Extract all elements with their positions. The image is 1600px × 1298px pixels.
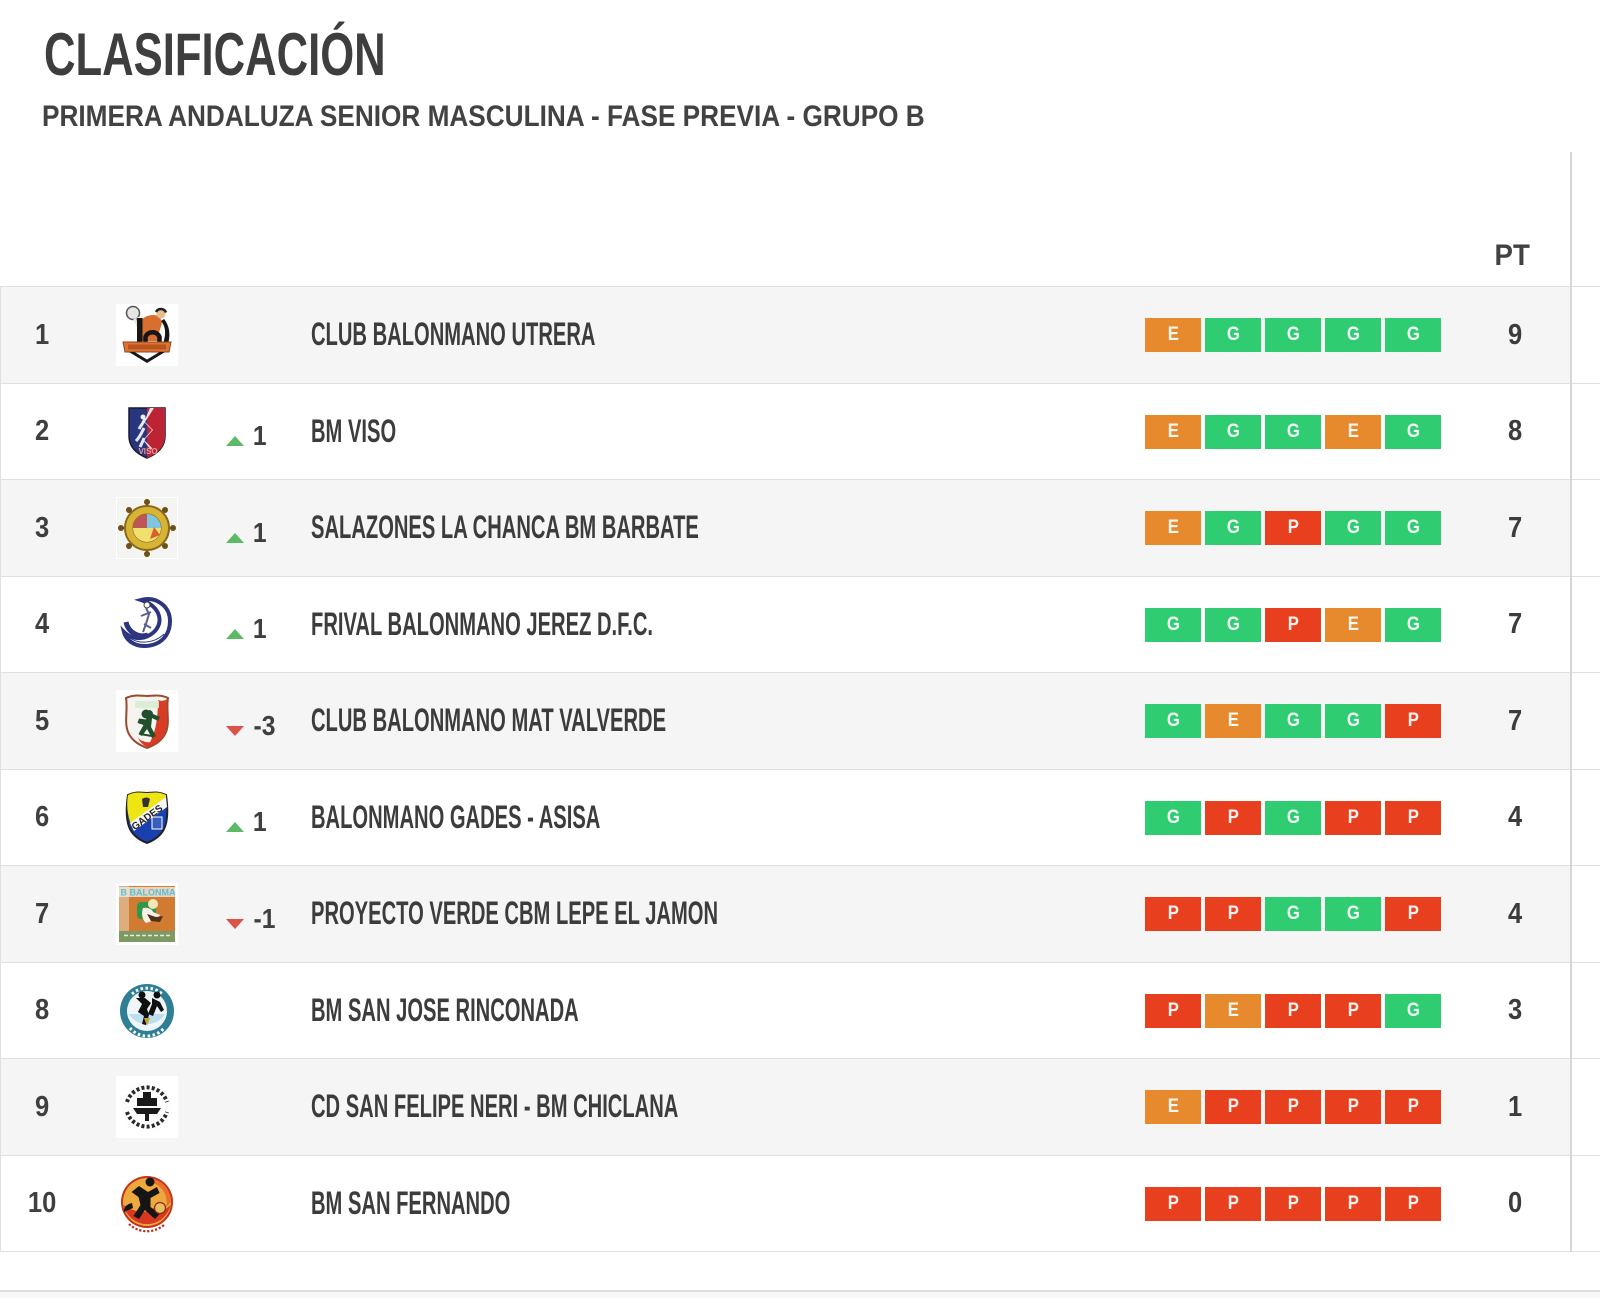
svg-text:B BALONMA: B BALONMA (121, 888, 176, 898)
svg-text:VISO: VISO (138, 447, 157, 456)
